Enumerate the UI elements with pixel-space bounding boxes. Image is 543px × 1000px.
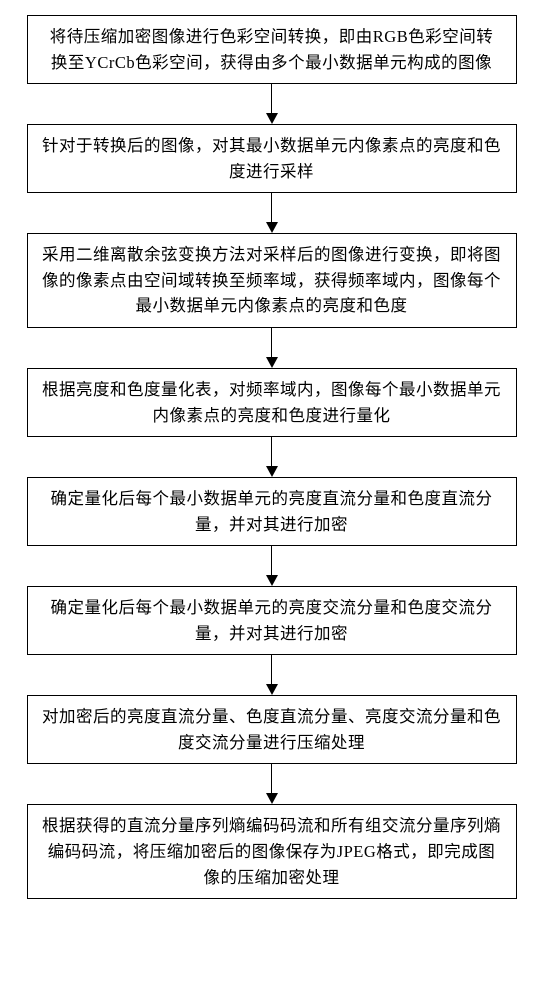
step-box-2: 针对于转换后的图像，对其最小数据单元内像素点的亮度和色度进行采样: [27, 124, 517, 193]
step-text: 将待压缩加密图像进行色彩空间转换，即由RGB色彩空间转换至YCrCb色彩空间，获…: [50, 27, 493, 72]
flow-arrow: [266, 84, 278, 124]
flow-arrow: [266, 193, 278, 233]
step-text: 对加密后的亮度直流分量、色度直流分量、亮度交流分量和色度交流分量进行压缩处理: [42, 707, 501, 752]
step-box-5: 确定量化后每个最小数据单元的亮度直流分量和色度直流分量，并对其进行加密: [27, 477, 517, 546]
flow-arrow: [266, 437, 278, 477]
step-text: 根据获得的直流分量序列熵编码码流和所有组交流分量序列熵编码码流，将压缩加密后的图…: [42, 816, 501, 886]
step-text: 针对于转换后的图像，对其最小数据单元内像素点的亮度和色度进行采样: [42, 136, 501, 181]
step-text: 根据亮度和色度量化表，对频率域内，图像每个最小数据单元内像素点的亮度和色度进行量…: [42, 380, 501, 425]
step-text: 确定量化后每个最小数据单元的亮度交流分量和色度交流分量，并对其进行加密: [51, 598, 493, 643]
flow-arrow: [266, 655, 278, 695]
flow-arrow: [266, 328, 278, 368]
step-box-6: 确定量化后每个最小数据单元的亮度交流分量和色度交流分量，并对其进行加密: [27, 586, 517, 655]
step-text: 采用二维离散余弦变换方法对采样后的图像进行变换，即将图像的像素点由空间域转换至频…: [42, 245, 501, 315]
step-box-7: 对加密后的亮度直流分量、色度直流分量、亮度交流分量和色度交流分量进行压缩处理: [27, 695, 517, 764]
flow-arrow: [266, 546, 278, 586]
flow-arrow: [266, 764, 278, 804]
step-box-4: 根据亮度和色度量化表，对频率域内，图像每个最小数据单元内像素点的亮度和色度进行量…: [27, 368, 517, 437]
step-text: 确定量化后每个最小数据单元的亮度直流分量和色度直流分量，并对其进行加密: [51, 489, 493, 534]
step-box-8: 根据获得的直流分量序列熵编码码流和所有组交流分量序列熵编码码流，将压缩加密后的图…: [27, 804, 517, 899]
step-box-1: 将待压缩加密图像进行色彩空间转换，即由RGB色彩空间转换至YCrCb色彩空间，获…: [27, 15, 517, 84]
step-box-3: 采用二维离散余弦变换方法对采样后的图像进行变换，即将图像的像素点由空间域转换至频…: [27, 233, 517, 328]
flowchart-container: 将待压缩加密图像进行色彩空间转换，即由RGB色彩空间转换至YCrCb色彩空间，获…: [25, 15, 518, 899]
